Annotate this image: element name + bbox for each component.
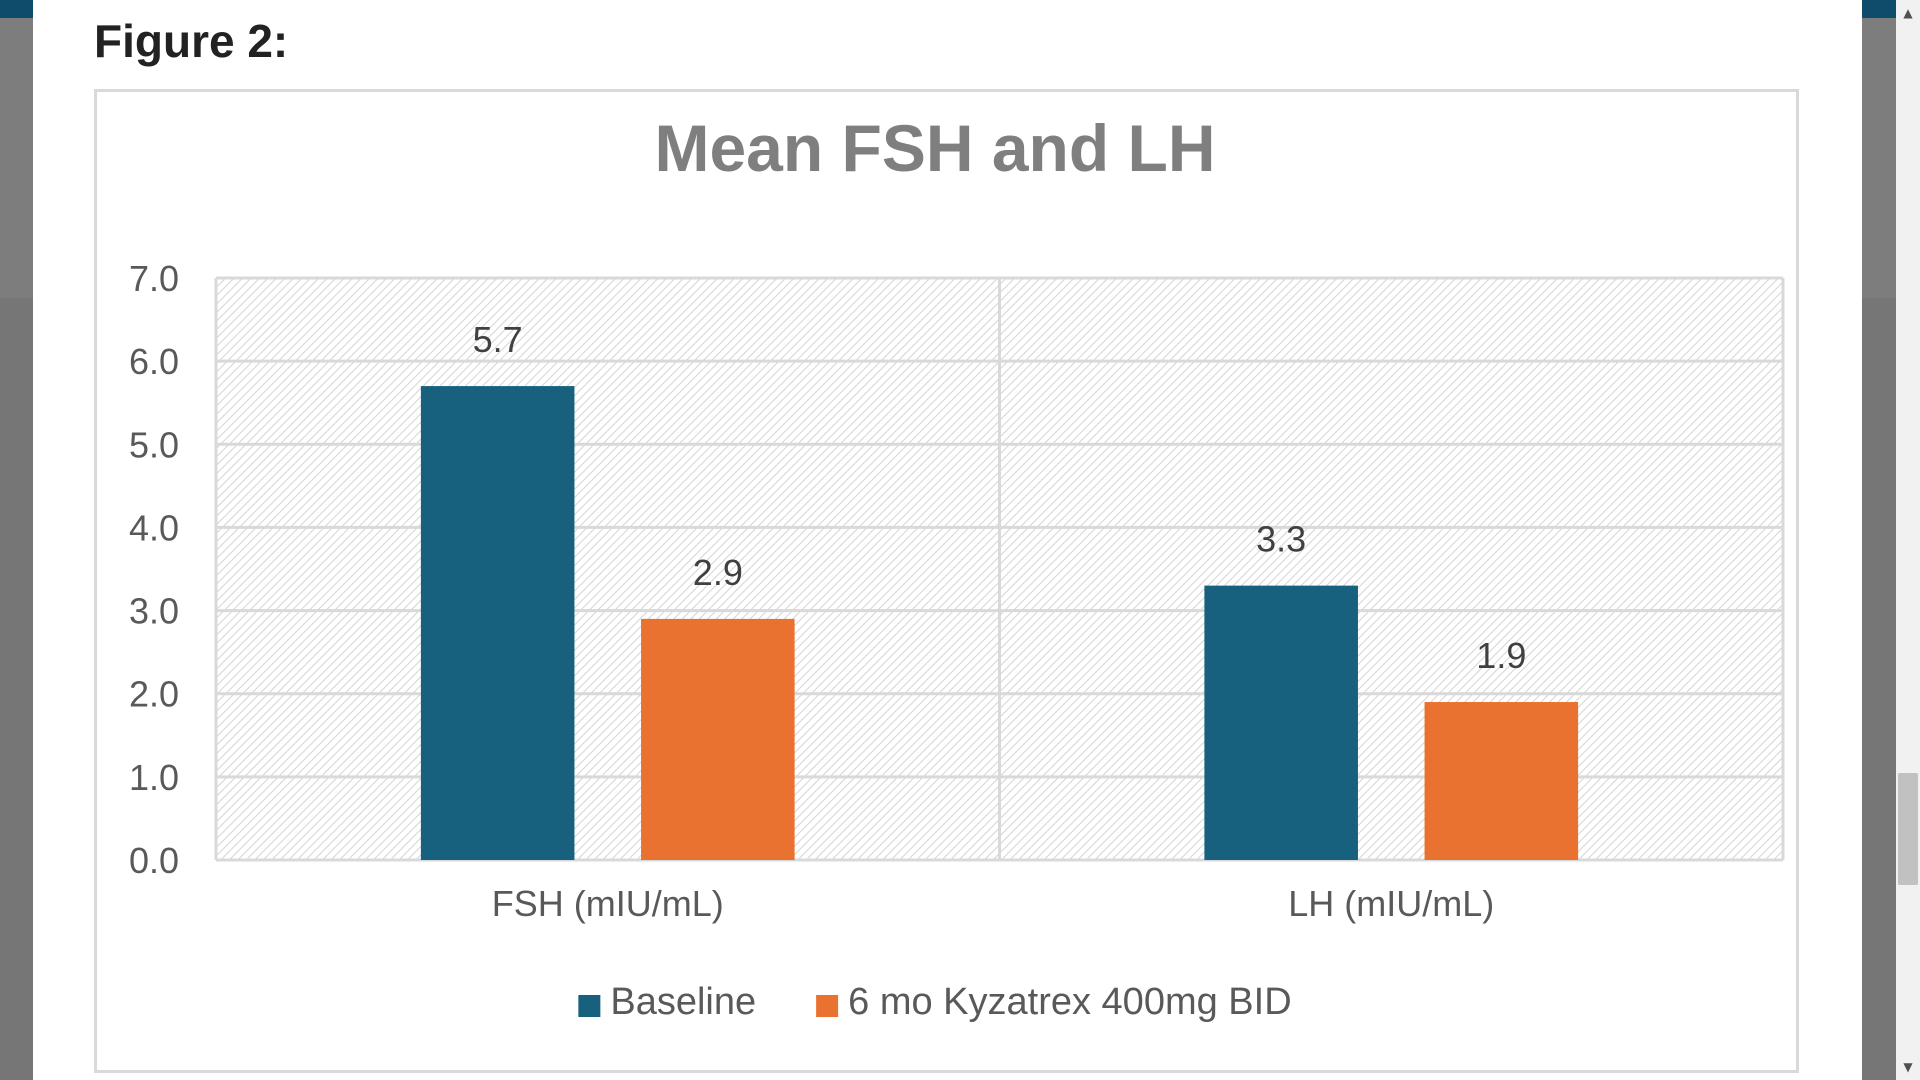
legend-swatch [816,995,839,1017]
bar [420,386,575,860]
y-tick-label: 3.0 [129,591,179,632]
data-label: 5.7 [473,319,523,360]
figure-modal: Figure 2: Mean FSH and LH 0.0 1.0 2.0 3.0 4.… [33,0,1862,1080]
y-tick-label: 5.0 [129,424,179,465]
bar [1204,585,1358,860]
y-tick-label: 7.0 [129,258,179,299]
y-tick-label: 1.0 [129,757,179,798]
y-tick-label: 4.0 [129,507,179,548]
page-backdrop-left-band [0,18,33,298]
data-label: 1.9 [1476,635,1526,676]
bar [641,618,795,860]
bar-chart: Mean FSH and LH 0.0 1.0 2.0 3.0 4.0 5.0 6.0 7.0… [129,111,1785,1023]
legend-swatch [578,995,601,1017]
y-tick-label: 6.0 [129,341,179,382]
legend-label: 6 mo Kyzatrex 400mg BID [848,981,1292,1023]
scroll-down-arrow-icon[interactable]: ▼ [1903,1060,1913,1074]
chart-title: Mean FSH and LH [654,111,1215,185]
x-category-label: LH (mIU/mL) [1288,883,1494,924]
page-header-strip-left [0,0,33,18]
page-backdrop-right-band [1862,18,1896,298]
scrollbar-thumb[interactable] [1898,773,1918,885]
scroll-up-arrow-icon[interactable]: ▲ [1903,6,1913,20]
legend-label: Baseline [610,981,756,1023]
vertical-scrollbar[interactable] [1896,0,1920,1080]
page-header-strip-right [1862,0,1896,18]
x-category-label: FSH (mIU/mL) [492,883,724,924]
y-tick-label: 2.0 [129,674,179,715]
data-label: 3.3 [1256,519,1306,560]
y-tick-label: 0.0 [129,840,179,881]
figure-label: Figure 2: [94,15,289,67]
chart-frame: Mean FSH and LH 0.0 1.0 2.0 3.0 4.0 5.0 6.0 7.0… [94,89,1799,1073]
bar [1424,702,1579,860]
data-label: 2.9 [693,552,743,593]
